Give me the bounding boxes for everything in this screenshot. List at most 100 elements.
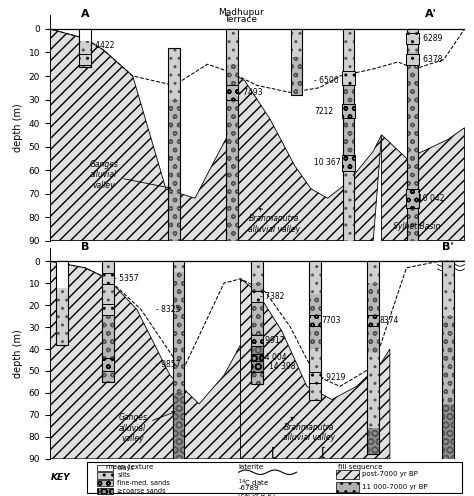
Bar	[251, 283, 263, 334]
Bar	[342, 155, 355, 171]
Bar	[343, 158, 354, 241]
Bar	[56, 316, 68, 345]
Bar	[173, 261, 184, 465]
Bar	[406, 189, 419, 208]
Bar	[251, 355, 264, 366]
Bar	[227, 29, 238, 64]
Text: 7703: 7703	[321, 316, 341, 325]
Bar	[168, 170, 180, 241]
Bar	[251, 334, 263, 367]
Text: Brahmaputra
alluvial valley: Brahmaputra alluvial valley	[248, 208, 300, 234]
Text: - 9917: - 9917	[261, 336, 285, 345]
Text: Madhupur: Madhupur	[218, 8, 264, 17]
Bar	[367, 428, 379, 454]
Bar	[336, 470, 359, 479]
Bar	[227, 64, 238, 182]
Bar	[98, 480, 113, 487]
Bar	[101, 273, 114, 284]
Bar	[291, 29, 302, 95]
Text: 8374: 8374	[380, 316, 399, 325]
Text: laterite: laterite	[238, 464, 264, 470]
Polygon shape	[228, 71, 382, 241]
Y-axis label: depth (m): depth (m)	[13, 103, 23, 152]
Polygon shape	[382, 128, 465, 241]
Text: Ganges
alluvial
valley: Ganges alluvial valley	[89, 160, 171, 189]
Bar	[442, 261, 454, 316]
Bar	[343, 29, 354, 81]
Bar	[407, 29, 419, 241]
Polygon shape	[50, 261, 240, 459]
Bar	[173, 272, 184, 323]
Bar	[227, 182, 238, 241]
Text: 7212: 7212	[314, 107, 334, 116]
Text: 10 367: 10 367	[314, 159, 341, 168]
Text: ≥coarse sands: ≥coarse sands	[118, 488, 166, 494]
Bar	[251, 261, 263, 283]
Bar	[442, 261, 454, 459]
Text: Ganges
alluvial
valley: Ganges alluvial valley	[118, 412, 175, 443]
Text: -6789: -6789	[238, 485, 259, 491]
Bar	[407, 135, 419, 241]
Bar	[101, 304, 114, 315]
Text: 11 000-7000 yr BP: 11 000-7000 yr BP	[362, 484, 427, 490]
Bar	[79, 41, 91, 53]
Text: KEY: KEY	[50, 473, 70, 482]
Bar	[310, 261, 321, 399]
Text: fine-med. sands: fine-med. sands	[118, 480, 170, 486]
Text: - 7382: - 7382	[261, 292, 285, 301]
Text: post-7000 yr BP: post-7000 yr BP	[362, 472, 418, 478]
Bar	[367, 261, 379, 454]
Bar	[251, 291, 264, 302]
Bar	[102, 261, 114, 382]
Bar	[367, 353, 379, 428]
Bar	[251, 335, 264, 346]
Bar	[173, 261, 184, 272]
Bar	[406, 33, 419, 44]
Text: - 7493: - 7493	[238, 88, 263, 97]
Text: Sylhet Basin: Sylhet Basin	[393, 222, 440, 231]
Text: - 6506: - 6506	[314, 76, 339, 85]
Bar	[102, 310, 114, 342]
Bar	[367, 283, 379, 354]
Bar	[56, 261, 68, 288]
Bar	[342, 104, 355, 119]
Bar	[56, 261, 68, 345]
Bar	[251, 261, 263, 384]
Bar	[102, 261, 114, 279]
Text: Terrace: Terrace	[224, 15, 257, 24]
Text: - 6378: - 6378	[418, 55, 443, 64]
Text: 14 004: 14 004	[261, 353, 287, 362]
Bar	[98, 488, 113, 494]
Bar	[168, 48, 180, 100]
Bar	[291, 57, 302, 95]
Bar	[173, 323, 184, 393]
Bar	[342, 71, 355, 85]
Bar	[251, 367, 263, 384]
Text: [: [	[271, 446, 276, 459]
Bar	[407, 53, 419, 135]
Y-axis label: depth (m): depth (m)	[13, 329, 23, 378]
Text: - 9219: - 9219	[321, 373, 346, 382]
Text: [: [	[321, 446, 326, 459]
Text: (cal yr B.P.): (cal yr B.P.)	[238, 492, 275, 496]
Text: - 5357: - 5357	[114, 274, 139, 283]
Bar	[310, 294, 321, 349]
Bar	[79, 29, 91, 41]
Bar	[56, 288, 68, 316]
Bar	[173, 393, 184, 465]
Bar	[343, 81, 354, 158]
Bar	[406, 54, 419, 65]
Bar	[251, 361, 264, 372]
Bar	[168, 48, 180, 241]
Bar	[310, 349, 321, 399]
Bar	[79, 54, 91, 65]
Bar	[367, 315, 380, 326]
Bar	[102, 342, 114, 382]
Text: 10 042: 10 042	[418, 194, 445, 203]
Polygon shape	[50, 29, 228, 241]
Bar	[309, 372, 321, 383]
Bar	[367, 261, 379, 283]
Text: - 6289: - 6289	[418, 34, 442, 43]
Bar	[343, 29, 354, 241]
Bar	[442, 316, 454, 404]
